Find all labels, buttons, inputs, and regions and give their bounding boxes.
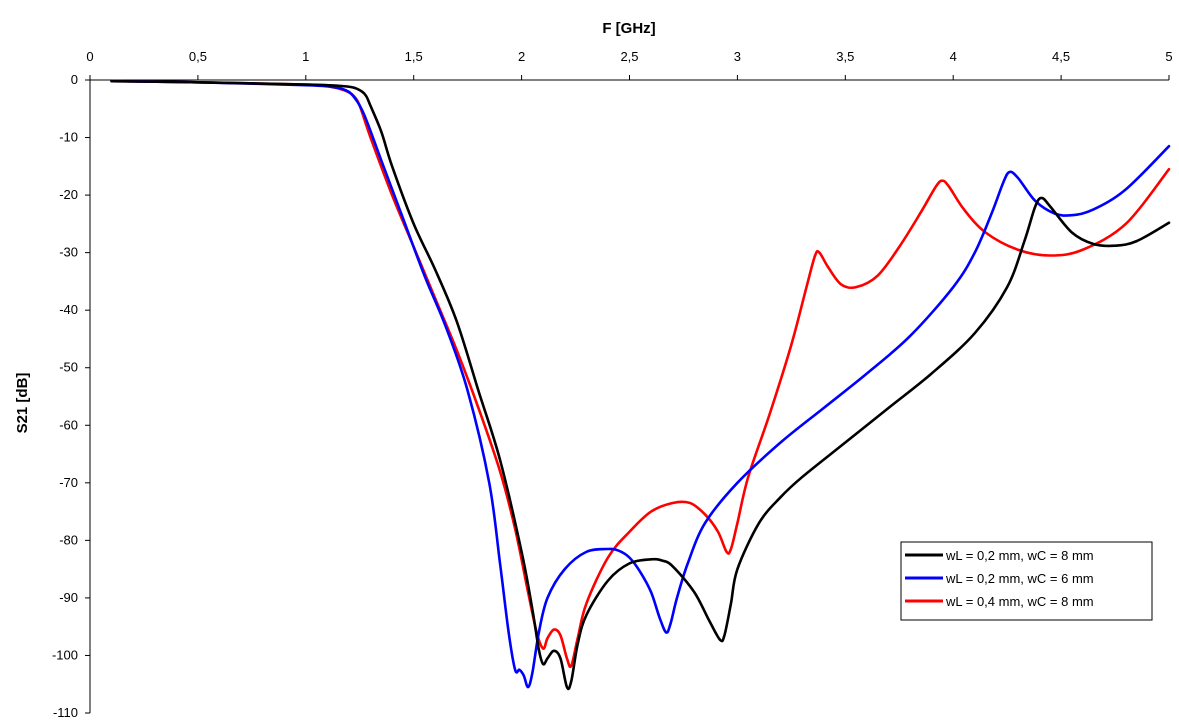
y-tick-label: -40 — [59, 302, 78, 317]
x-axis-title: F [GHz] — [602, 20, 655, 37]
x-tick-label: 3 — [734, 49, 741, 64]
y-tick-label: -80 — [59, 532, 78, 547]
series-line-1 — [110, 79, 1171, 691]
x-tick-label: 1,5 — [405, 49, 423, 64]
legend: wL = 0,2 mm, wC = 8 mm wL = 0,2 mm, wC = … — [900, 541, 1153, 621]
plot-area — [110, 79, 1171, 691]
x-tick-label: 1 — [302, 49, 309, 64]
x-axis: 0 0,5 1 1,5 2 2,5 3 3,5 4 4,5 5 — [86, 49, 1173, 81]
y-tick-label: -20 — [59, 187, 78, 202]
x-tick-label: 4,5 — [1052, 49, 1070, 64]
x-tick-label: 0,5 — [189, 49, 207, 64]
y-tick-label: -70 — [59, 475, 78, 490]
x-tick-label: 2,5 — [620, 49, 638, 64]
y-tick-label: -50 — [59, 360, 78, 375]
y-axis: 0 -10 -20 -30 -40 -50 -60 -70 -80 -90 -100 -110 — [52, 72, 91, 720]
series-line-2 — [110, 79, 1171, 689]
y-tick-label: -10 — [59, 130, 78, 145]
x-tick-label: 3,5 — [836, 49, 854, 64]
y-axis-title: S21 [dB] — [14, 373, 31, 434]
legend-label: wL = 0,2 mm, wC = 6 mm — [945, 571, 1094, 586]
x-tick-label: 0 — [86, 49, 93, 64]
y-tick-label: -30 — [59, 245, 78, 260]
x-tick-label: 4 — [950, 49, 957, 64]
y-tick-label: -110 — [53, 705, 78, 720]
y-tick-label: -100 — [52, 647, 78, 662]
y-tick-label: -90 — [59, 590, 78, 605]
x-tick-label: 2 — [518, 49, 525, 64]
legend-label: wL = 0,4 mm, wC = 8 mm — [945, 594, 1094, 609]
y-tick-label: -60 — [59, 417, 78, 432]
y-tick-label: 0 — [71, 72, 78, 87]
x-tick-label: 5 — [1165, 49, 1172, 64]
legend-label: wL = 0,2 mm, wC = 8 mm — [945, 548, 1094, 563]
